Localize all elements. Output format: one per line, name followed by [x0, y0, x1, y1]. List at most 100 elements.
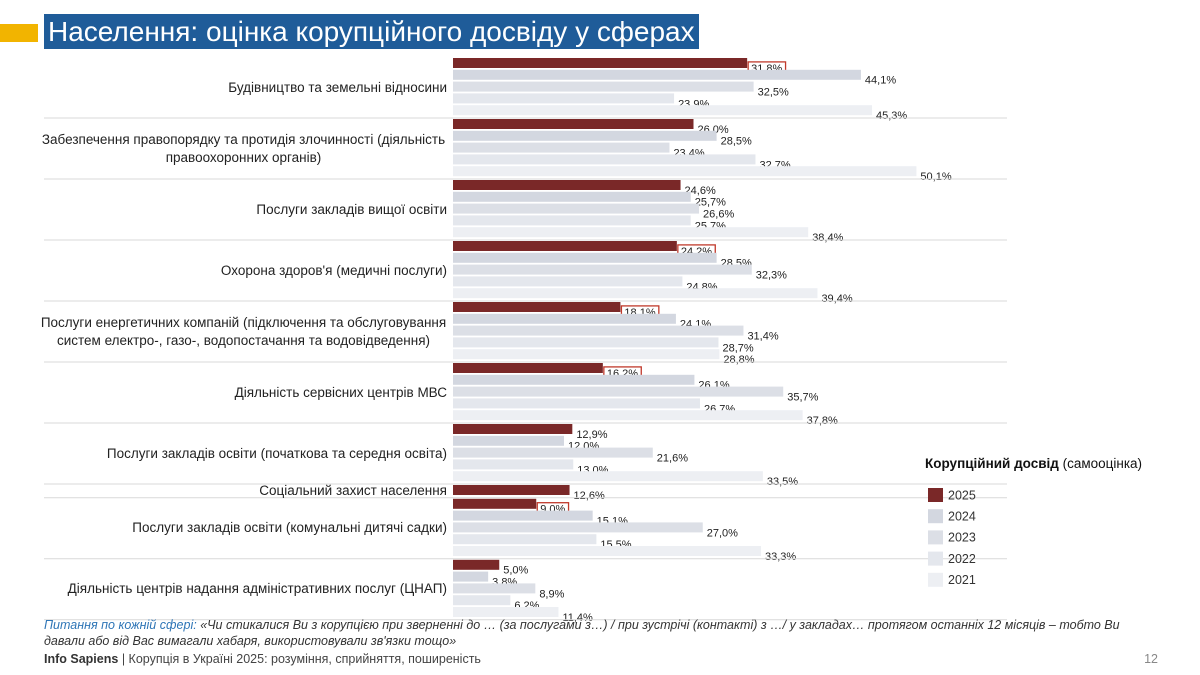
bar — [453, 180, 681, 190]
bar — [453, 510, 593, 521]
legend-title: Корупційний досвід (самооцінка) — [925, 456, 1142, 471]
bar — [453, 81, 754, 92]
legend-label: 2025 — [948, 488, 976, 502]
value-label: 45,3% — [876, 110, 907, 122]
bar — [453, 241, 677, 251]
value-label: 33,5% — [767, 476, 798, 488]
bar — [453, 154, 756, 165]
value-label: 12,6% — [574, 490, 605, 502]
footnote: Питання по кожній сфері: «Чи стикалися В… — [44, 617, 1144, 649]
bar — [453, 142, 670, 153]
value-label: 44,1% — [865, 75, 896, 87]
value-label: 8,9% — [539, 588, 564, 600]
legend-label: 2023 — [948, 531, 976, 545]
legend-swatch — [928, 509, 943, 524]
bar — [453, 595, 511, 606]
bar — [453, 447, 653, 458]
bar — [453, 571, 489, 582]
value-label: 37,8% — [807, 415, 838, 427]
page-number: 12 — [1144, 652, 1158, 666]
bar — [453, 227, 809, 238]
value-label: 32,3% — [756, 270, 787, 282]
bar — [453, 374, 695, 385]
value-label: 35,7% — [787, 392, 818, 404]
bar — [453, 58, 748, 68]
footer: Info Sapiens | Корупція в Україні 2025: … — [44, 652, 481, 666]
bar — [453, 166, 917, 177]
category-label: Соціальний захист населення — [259, 482, 447, 498]
category-label: Забезпечення правопорядку та протидія зл… — [41, 131, 446, 165]
value-label: 31,4% — [747, 331, 778, 343]
bar — [453, 69, 861, 80]
bar — [453, 435, 564, 446]
bar — [453, 349, 720, 360]
value-label: 26,6% — [703, 209, 734, 221]
bar — [453, 398, 700, 409]
bar — [453, 302, 621, 312]
footnote-text: «Чи стикалися Ви з корупцією при звернен… — [44, 618, 1120, 648]
category-label: Послуги закладів вищої освіти — [256, 201, 447, 217]
footer-text: | Корупція в Україні 2025: розуміння, сп… — [121, 652, 481, 666]
bar — [453, 313, 676, 324]
category-label: Діяльність центрів надання адміністратив… — [67, 581, 447, 597]
bar — [453, 215, 691, 226]
bar — [453, 276, 683, 287]
value-label: 28,5% — [721, 136, 752, 148]
legend-swatch — [928, 488, 943, 502]
value-label: 12,9% — [576, 429, 607, 441]
value-label: 38,4% — [812, 232, 843, 244]
value-label: 28,7% — [722, 342, 753, 354]
legend-label: 2022 — [948, 552, 976, 566]
bar — [453, 105, 873, 116]
bar — [453, 583, 536, 594]
bar — [453, 264, 752, 275]
category-label: Послуги закладів освіти (комунальні дитя… — [132, 520, 447, 536]
bar — [453, 191, 691, 202]
bar — [453, 130, 717, 141]
bar — [453, 534, 597, 545]
category-label: Діяльність сервісних центрів МВС — [234, 384, 447, 400]
value-label: 32,5% — [758, 87, 789, 99]
legend-label: 2024 — [948, 509, 976, 523]
bar — [453, 252, 717, 263]
bar — [453, 288, 818, 299]
legend-swatch — [928, 551, 943, 566]
value-label: 25,7% — [695, 197, 726, 209]
bar — [453, 498, 537, 509]
bar — [453, 546, 762, 556]
value-label: 50,1% — [920, 171, 951, 183]
bar — [453, 93, 675, 104]
value-label: 11,4% — [562, 612, 593, 624]
legend-subtitle: (самооцінка) — [1063, 456, 1142, 471]
footnote-label: Питання по кожній сфері: — [44, 618, 197, 632]
bar — [453, 559, 500, 570]
category-label: Будівництво та земельні відносини — [228, 79, 447, 95]
legend-label: 2021 — [948, 573, 976, 587]
chart-title: Населення: оцінка корупційного досвіду у… — [44, 14, 699, 49]
value-label: 27,0% — [707, 527, 738, 539]
bar — [453, 203, 700, 214]
category-label: Охорона здоров'я (медичні послуги) — [220, 262, 447, 278]
bar — [453, 386, 784, 397]
category-label: Послуги енергетичних компаній (підключен… — [40, 314, 447, 348]
bar — [453, 337, 719, 348]
category-label: Послуги закладів освіти (початкова та се… — [106, 445, 447, 461]
bar — [453, 424, 573, 434]
accent-bar — [0, 24, 38, 42]
value-label: 28,8% — [723, 354, 754, 366]
bar — [453, 325, 744, 336]
bar — [453, 607, 559, 617]
bar — [453, 459, 574, 470]
value-label: 24,6% — [685, 185, 716, 197]
legend-title-bold: Корупційний досвід — [925, 456, 1059, 471]
footer-brand: Info Sapiens — [44, 652, 119, 666]
value-label: 5,0% — [503, 565, 528, 577]
bar — [453, 522, 703, 533]
bar — [453, 119, 694, 129]
legend-swatch — [928, 530, 943, 545]
value-label: 21,6% — [657, 453, 688, 465]
legend-swatch — [928, 572, 943, 587]
value-label: 39,4% — [821, 293, 852, 305]
